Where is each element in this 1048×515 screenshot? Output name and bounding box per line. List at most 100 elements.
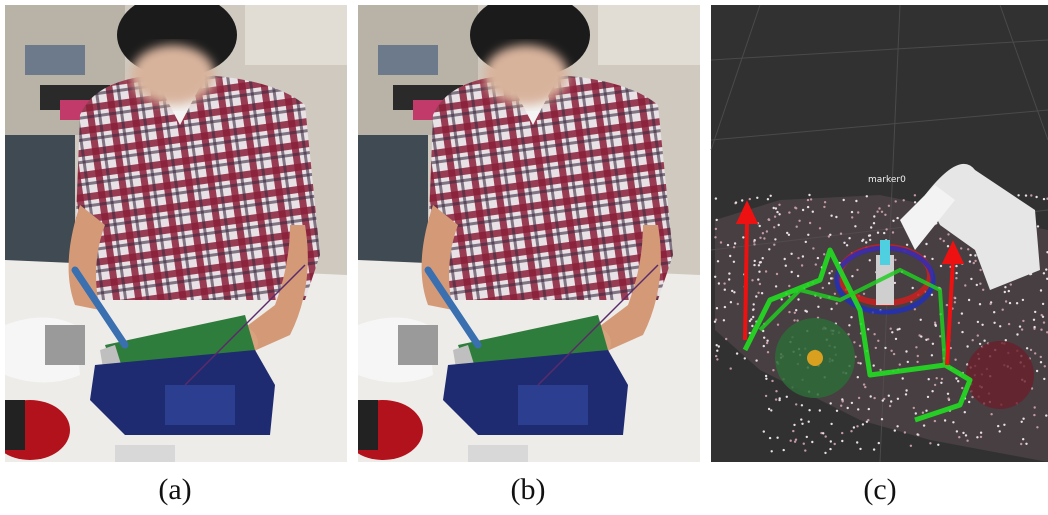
cloud-point: [759, 237, 761, 239]
cloud-point: [954, 301, 956, 303]
cloud-point: [916, 433, 918, 435]
cloud-point: [1020, 443, 1022, 445]
cloud-point: [851, 211, 853, 213]
cloud-point: [733, 261, 735, 263]
cloud-point: [851, 216, 853, 218]
cloud-point: [967, 248, 969, 250]
cloud-point: [775, 398, 777, 400]
cloud-point: [717, 260, 719, 262]
cloud-point: [881, 211, 883, 213]
cloud-point: [757, 292, 759, 294]
cloud-point: [725, 338, 727, 340]
cloud-point: [1008, 323, 1010, 325]
cloud-point: [1036, 370, 1038, 372]
cloud-point: [915, 412, 917, 414]
cloud-point: [749, 198, 751, 200]
cloud-point: [1040, 329, 1042, 331]
cloud-point: [928, 378, 930, 380]
cloud-point: [716, 344, 718, 346]
cloud-point: [1025, 194, 1027, 196]
cloud-point: [955, 277, 957, 279]
cloud-point: [884, 347, 886, 349]
cloud-point: [904, 431, 906, 433]
cloud-point: [965, 434, 967, 436]
cloud-point: [899, 363, 901, 365]
cloud-point: [863, 293, 865, 295]
cloud-point: [724, 289, 726, 291]
cloud-point: [840, 405, 842, 407]
cloud-point: [819, 409, 821, 411]
cloud-point: [714, 276, 716, 278]
cloud-point: [775, 390, 777, 392]
cloud-point: [823, 253, 825, 255]
cloud-point: [914, 194, 916, 196]
cloud-point: [755, 359, 757, 361]
cloud-point: [798, 220, 800, 222]
cloud-point: [956, 430, 958, 432]
cloud-point: [830, 308, 832, 310]
cloud-point: [847, 407, 849, 409]
cloud-point: [990, 413, 992, 415]
cloud-point: [817, 257, 819, 259]
cloud-point: [912, 287, 914, 289]
cloud-point: [972, 339, 974, 341]
cloud-point: [916, 361, 918, 363]
cloud-point: [720, 241, 722, 243]
cloud-point: [969, 260, 971, 262]
cloud-point: [758, 271, 760, 273]
cloud-point: [763, 430, 765, 432]
cloud-point: [931, 354, 933, 356]
cloud-point: [859, 448, 861, 450]
cloud-point: [958, 322, 960, 324]
cloud-point: [840, 233, 842, 235]
cloud-point: [796, 226, 798, 228]
cloud-point: [859, 345, 861, 347]
cloud-point: [788, 211, 790, 213]
cloud-point: [758, 264, 760, 266]
cloud-point: [851, 275, 853, 277]
cloud-point: [801, 423, 803, 425]
cloud-point: [993, 322, 995, 324]
cloud-point: [960, 247, 962, 249]
cloud-point: [769, 437, 771, 439]
cloud-point: [756, 197, 758, 199]
cloud-point: [890, 328, 892, 330]
cloud-point: [804, 449, 806, 451]
cloud-point: [906, 244, 908, 246]
cloud-point: [767, 198, 769, 200]
cloud-point: [828, 235, 830, 237]
cloud-point: [796, 319, 798, 321]
cloud-point: [805, 241, 807, 243]
cloud-point: [808, 421, 810, 423]
cloud-point: [781, 298, 783, 300]
photo-b: [343, 0, 700, 462]
cloud-point: [753, 303, 755, 305]
cloud-point: [765, 395, 767, 397]
cloud-point: [969, 254, 971, 256]
cloud-point: [829, 448, 831, 450]
cloud-point: [1043, 378, 1045, 380]
cloud-point: [824, 452, 826, 454]
cloud-point: [801, 264, 803, 266]
cloud-point: [724, 306, 726, 308]
cloud-point: [834, 443, 836, 445]
cloud-point: [797, 257, 799, 259]
cloud-point: [980, 436, 982, 438]
cloud-point: [1002, 309, 1004, 311]
cloud-point: [728, 278, 730, 280]
visualization-c: marker0: [711, 5, 1048, 462]
cloud-point: [890, 350, 892, 352]
cloud-point: [1009, 302, 1011, 304]
cloud-point: [757, 278, 759, 280]
cloud-point: [903, 199, 905, 201]
cloud-point: [894, 429, 896, 431]
cloud-point: [875, 347, 877, 349]
cloud-point: [982, 289, 984, 291]
cloud-point: [841, 440, 843, 442]
cloud-point: [929, 442, 931, 444]
cloud-point: [802, 255, 804, 257]
cloud-point: [976, 436, 978, 438]
cloud-point: [797, 275, 799, 277]
cloud-point: [999, 325, 1001, 327]
cloud-point: [812, 247, 814, 249]
